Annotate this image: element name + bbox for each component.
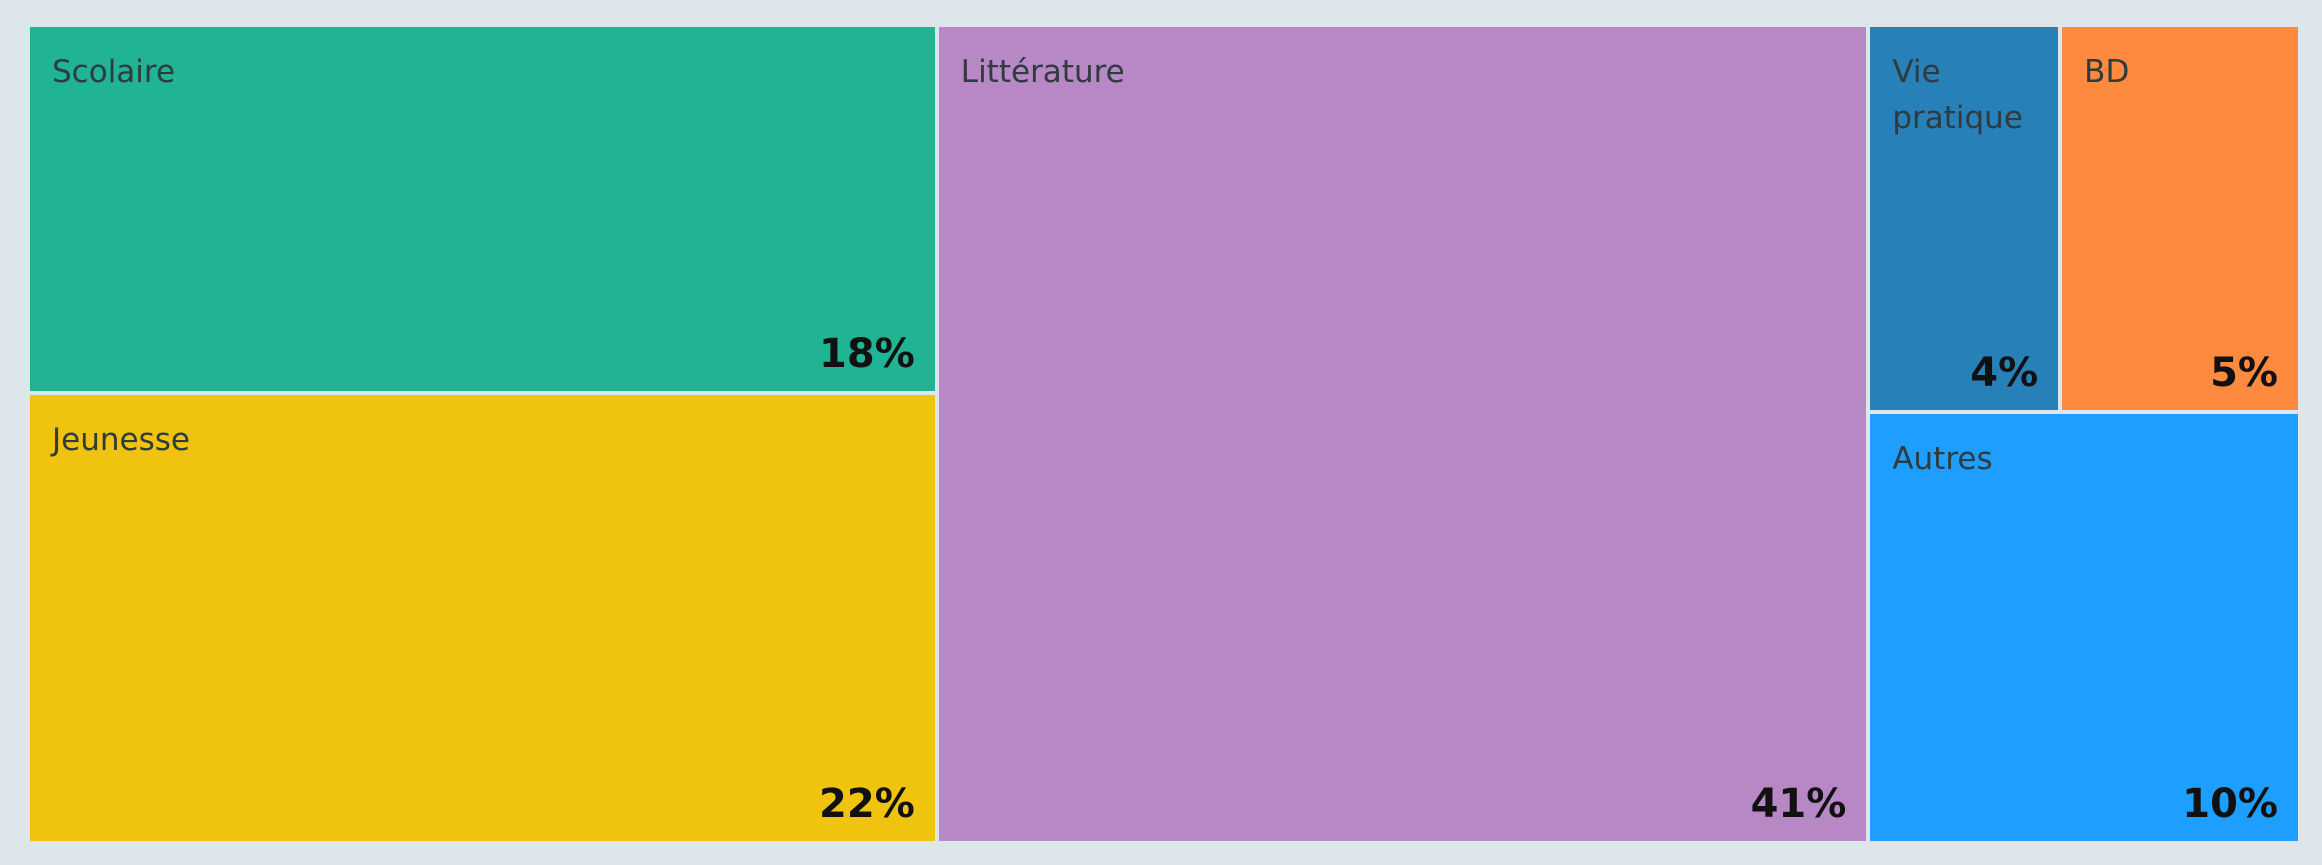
treemap-tile-jeunesse: Jeunesse 22%: [30, 395, 935, 841]
tile-value-jeunesse: 22%: [819, 780, 915, 827]
tile-value-bd: 5%: [2210, 350, 2278, 397]
tile-value-litterature: 41%: [1750, 781, 1847, 827]
treemap-tile-litterature: Littérature 41%: [938, 27, 1867, 841]
tile-label-autres: Autres: [1892, 441, 1993, 478]
tile-label-jeunesse: Jeunesse: [52, 422, 190, 459]
tile-label-scolaire: Scolaire: [52, 54, 176, 90]
tile-label-vie-pratique: Vie pratique: [1892, 54, 2023, 136]
treemap-tile-bd: BD 5%: [2062, 27, 2298, 411]
tile-label-bd: BD: [2084, 54, 2130, 90]
treemap-tile-autres: Autres 10%: [1870, 414, 2298, 841]
tile-label-litterature: Littérature: [960, 54, 1125, 90]
tile-value-autres: 10%: [2182, 780, 2278, 827]
treemap-tile-vie-pratique: Vie pratique 4%: [1870, 27, 2059, 411]
tile-value-vie-pratique: 4%: [1970, 350, 2039, 397]
treemap-tile-scolaire: Scolaire 18%: [30, 27, 935, 392]
tile-value-scolaire: 18%: [819, 331, 915, 378]
